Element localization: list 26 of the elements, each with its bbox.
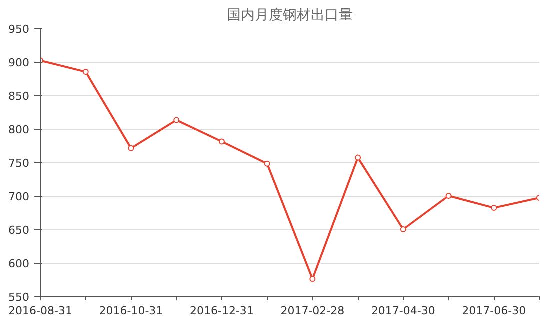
y-tick-label: 900	[8, 56, 30, 70]
x-tick-label: 2017-06-30	[462, 304, 526, 318]
x-tick-label: 2016-10-31	[99, 304, 164, 318]
y-tick-label: 550	[8, 291, 30, 304]
x-tick-label: 2017-04-30	[371, 304, 436, 318]
x-tick-label: 2016-12-31	[190, 304, 254, 318]
point	[310, 276, 316, 282]
y-tick-label: 800	[8, 124, 30, 136]
y-tick-label: 700	[8, 190, 30, 204]
point	[400, 226, 406, 232]
chart-title: 国内月度钢材出口量	[227, 8, 353, 24]
point	[218, 138, 225, 145]
point	[355, 154, 362, 161]
point	[128, 145, 134, 152]
y-tick-label: 950	[8, 23, 30, 36]
y-tick-label: 850	[8, 90, 30, 103]
y-tick-label: 600	[8, 258, 30, 270]
point	[174, 117, 180, 124]
point	[264, 160, 270, 167]
x-tick-label: 2016-08-31	[8, 304, 72, 318]
point	[446, 193, 452, 199]
point	[82, 69, 89, 76]
y-tick-label: 650	[8, 224, 30, 237]
point	[491, 205, 498, 212]
x-tick-label: 2017-02-28	[280, 304, 345, 318]
y-tick-label: 750	[8, 157, 30, 170]
